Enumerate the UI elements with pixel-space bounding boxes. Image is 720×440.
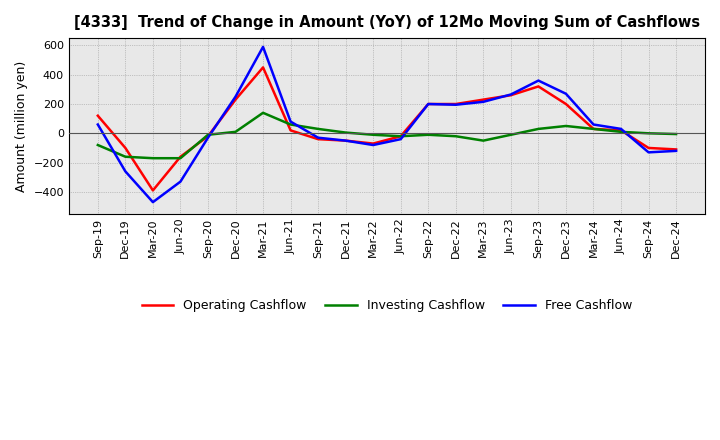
Y-axis label: Amount (million yen): Amount (million yen) <box>15 60 28 191</box>
Investing Cashflow <box>287 122 295 127</box>
Investing Cashflow <box>507 132 516 137</box>
Free Cashflow <box>258 44 267 50</box>
Line: Operating Cashflow: Operating Cashflow <box>98 67 676 191</box>
Operating Cashflow <box>148 188 157 193</box>
Operating Cashflow <box>176 154 185 159</box>
Operating Cashflow <box>397 134 405 139</box>
Investing Cashflow <box>121 154 130 159</box>
Investing Cashflow <box>451 134 460 139</box>
Free Cashflow <box>287 119 295 124</box>
Free Cashflow <box>424 101 433 106</box>
Investing Cashflow <box>341 130 350 135</box>
Investing Cashflow <box>397 134 405 139</box>
Free Cashflow <box>94 122 102 127</box>
Free Cashflow <box>562 91 570 96</box>
Investing Cashflow <box>617 129 626 135</box>
Investing Cashflow <box>176 156 185 161</box>
Operating Cashflow <box>672 147 680 152</box>
Free Cashflow <box>369 143 377 148</box>
Investing Cashflow <box>231 129 240 135</box>
Operating Cashflow <box>287 128 295 133</box>
Free Cashflow <box>341 138 350 143</box>
Free Cashflow <box>479 99 487 104</box>
Investing Cashflow <box>314 126 323 132</box>
Free Cashflow <box>314 135 323 140</box>
Operating Cashflow <box>341 138 350 143</box>
Investing Cashflow <box>534 126 543 132</box>
Free Cashflow <box>148 199 157 205</box>
Title: [4333]  Trend of Change in Amount (YoY) of 12Mo Moving Sum of Cashflows: [4333] Trend of Change in Amount (YoY) o… <box>74 15 700 30</box>
Free Cashflow <box>507 92 516 97</box>
Operating Cashflow <box>589 126 598 132</box>
Investing Cashflow <box>148 156 157 161</box>
Free Cashflow <box>176 179 185 184</box>
Operating Cashflow <box>369 141 377 146</box>
Operating Cashflow <box>231 97 240 102</box>
Operating Cashflow <box>204 134 212 139</box>
Investing Cashflow <box>672 132 680 137</box>
Free Cashflow <box>451 102 460 107</box>
Legend: Operating Cashflow, Investing Cashflow, Free Cashflow: Operating Cashflow, Investing Cashflow, … <box>137 294 637 317</box>
Operating Cashflow <box>121 145 130 150</box>
Free Cashflow <box>589 122 598 127</box>
Operating Cashflow <box>258 65 267 70</box>
Operating Cashflow <box>534 84 543 89</box>
Free Cashflow <box>231 94 240 99</box>
Investing Cashflow <box>589 126 598 132</box>
Investing Cashflow <box>94 143 102 148</box>
Free Cashflow <box>397 136 405 142</box>
Free Cashflow <box>534 78 543 83</box>
Operating Cashflow <box>507 92 516 98</box>
Investing Cashflow <box>258 110 267 115</box>
Investing Cashflow <box>644 131 653 136</box>
Free Cashflow <box>121 169 130 174</box>
Operating Cashflow <box>562 101 570 106</box>
Free Cashflow <box>204 135 212 140</box>
Operating Cashflow <box>617 128 626 133</box>
Free Cashflow <box>617 126 626 132</box>
Operating Cashflow <box>644 145 653 150</box>
Investing Cashflow <box>479 138 487 143</box>
Investing Cashflow <box>369 132 377 137</box>
Investing Cashflow <box>562 123 570 128</box>
Line: Investing Cashflow: Investing Cashflow <box>98 113 676 158</box>
Operating Cashflow <box>451 101 460 106</box>
Operating Cashflow <box>314 136 323 142</box>
Free Cashflow <box>672 148 680 154</box>
Operating Cashflow <box>479 97 487 102</box>
Operating Cashflow <box>424 101 433 106</box>
Investing Cashflow <box>424 132 433 137</box>
Free Cashflow <box>644 150 653 155</box>
Line: Free Cashflow: Free Cashflow <box>98 47 676 202</box>
Operating Cashflow <box>94 113 102 118</box>
Investing Cashflow <box>204 132 212 137</box>
